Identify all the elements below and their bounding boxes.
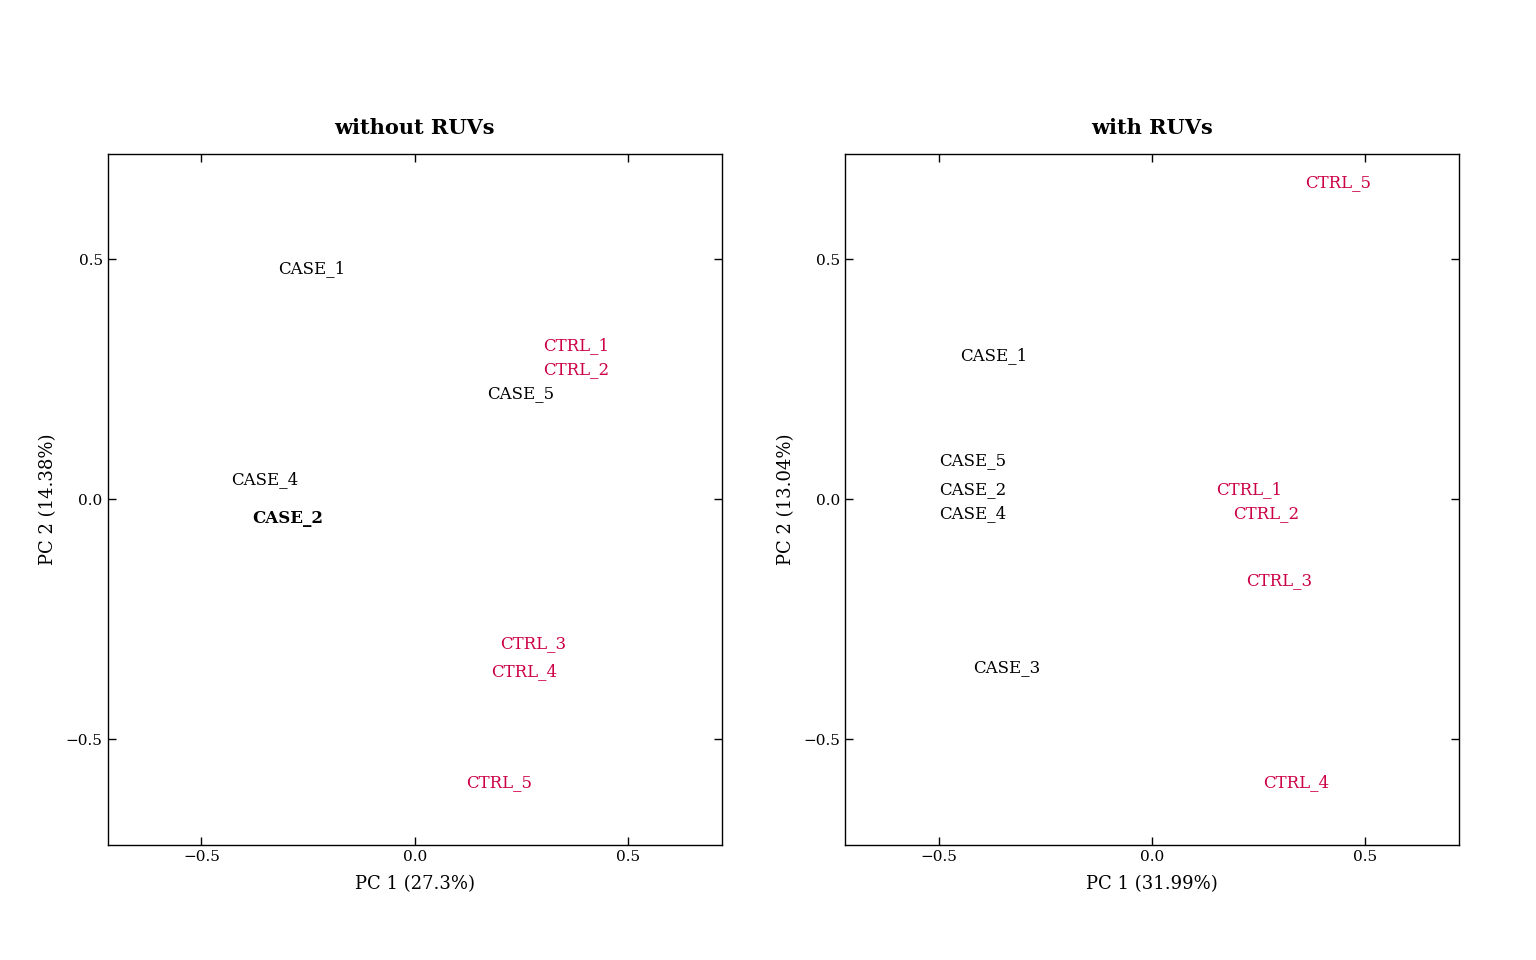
X-axis label: PC 1 (31.99%): PC 1 (31.99%) — [1086, 875, 1218, 893]
Text: CASE_2: CASE_2 — [938, 481, 1006, 498]
Text: CTRL_2: CTRL_2 — [542, 361, 608, 378]
Text: CTRL_4: CTRL_4 — [492, 663, 558, 681]
Text: CASE_5: CASE_5 — [487, 385, 554, 402]
Text: CTRL_5: CTRL_5 — [1306, 174, 1372, 191]
Text: CASE_1: CASE_1 — [960, 347, 1028, 364]
Text: CTRL_2: CTRL_2 — [1233, 505, 1299, 522]
Y-axis label: PC 2 (14.38%): PC 2 (14.38%) — [40, 434, 57, 564]
Title: with RUVs: with RUVs — [1091, 118, 1213, 138]
Text: CASE_1: CASE_1 — [278, 260, 346, 277]
Text: CTRL_1: CTRL_1 — [1217, 481, 1283, 498]
Text: CASE_3: CASE_3 — [972, 659, 1040, 676]
Text: CTRL_4: CTRL_4 — [1263, 774, 1329, 791]
Text: CASE_5: CASE_5 — [938, 452, 1006, 469]
Text: CTRL_3: CTRL_3 — [501, 635, 567, 652]
Title: without RUVs: without RUVs — [335, 118, 495, 138]
Text: CASE_2: CASE_2 — [252, 510, 324, 527]
Text: CTRL_1: CTRL_1 — [542, 337, 608, 354]
Y-axis label: PC 2 (13.04%): PC 2 (13.04%) — [777, 434, 794, 564]
Text: CTRL_5: CTRL_5 — [465, 774, 531, 791]
Text: CASE_4: CASE_4 — [232, 471, 298, 489]
Text: CTRL_3: CTRL_3 — [1246, 572, 1312, 589]
X-axis label: PC 1 (27.3%): PC 1 (27.3%) — [355, 875, 475, 893]
Text: CASE_4: CASE_4 — [938, 505, 1006, 522]
